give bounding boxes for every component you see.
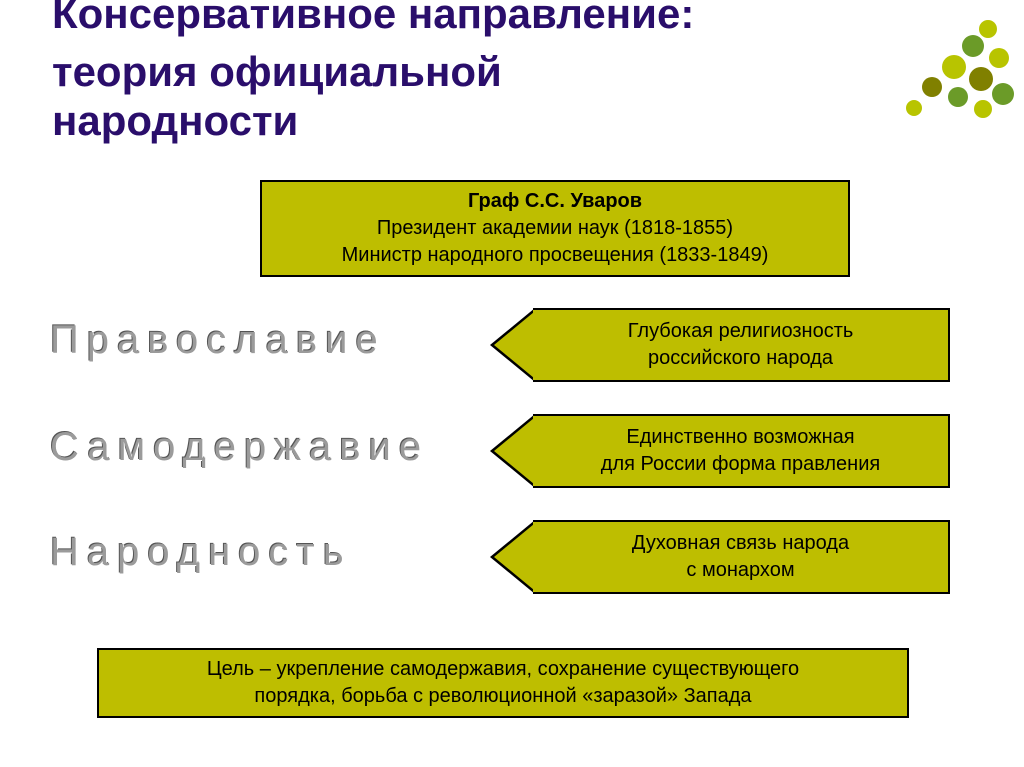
decor-dot (979, 20, 997, 38)
author-role-1: Президент академии наук (1818-1855) (272, 215, 838, 242)
pillar-arrow-autocracy: Единственно возможнаядля России форма пр… (490, 414, 950, 488)
pillar-description-nationality: Духовная связь народас монархом (533, 520, 950, 594)
pillar-label-autocracy: Самодержавие (50, 425, 429, 470)
author-role-2: Министр народного просвещения (1833-1849… (272, 242, 838, 269)
arrow-left-icon (490, 414, 535, 488)
decor-dot (962, 35, 984, 57)
decor-dot (948, 87, 968, 107)
decor-dot (974, 100, 992, 118)
pillar-arrow-orthodoxy: Глубокая религиозностьроссийского народа (490, 308, 950, 382)
title-line-3: народности (52, 97, 298, 144)
pillar-label-orthodoxy: Православие (50, 318, 386, 363)
pillar-arrow-nationality: Духовная связь народас монархом (490, 520, 950, 594)
decor-dot (922, 77, 942, 97)
arrow-left-icon (490, 520, 535, 594)
slide-title: Консервативное направление: теория офици… (52, 0, 694, 145)
decor-dot (992, 83, 1014, 105)
decor-dot (906, 100, 922, 116)
title-line-2: теория официальной (52, 48, 502, 95)
goal-box: Цель – укрепление самодержавия, сохранен… (97, 648, 909, 718)
author-box: Граф С.С. Уваров Президент академии наук… (260, 180, 850, 277)
arrow-left-icon (490, 308, 535, 382)
decor-dot (989, 48, 1009, 68)
corner-dots-decoration (894, 15, 1004, 125)
author-name: Граф С.С. Уваров (272, 188, 838, 215)
decor-dot (942, 55, 966, 79)
title-line-1: Консервативное направление: (52, 0, 694, 37)
pillar-label-nationality: Народность (50, 530, 352, 575)
pillar-description-autocracy: Единственно возможнаядля России форма пр… (533, 414, 950, 488)
pillar-description-orthodoxy: Глубокая религиозностьроссийского народа (533, 308, 950, 382)
decor-dot (969, 67, 993, 91)
